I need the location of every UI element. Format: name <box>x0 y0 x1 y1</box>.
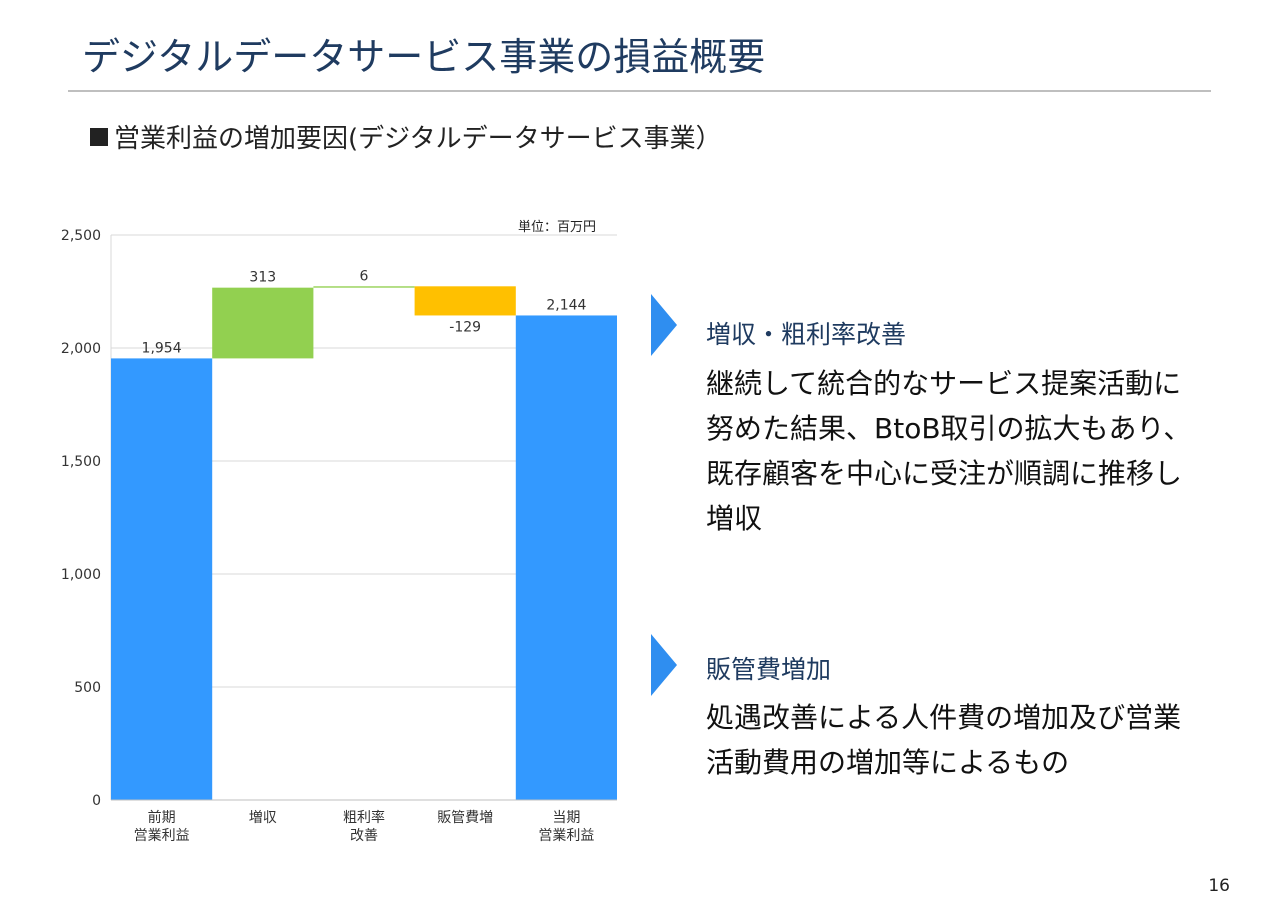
x-tick-label: 前期 <box>148 809 176 826</box>
title-divider <box>68 90 1211 92</box>
triangle-right-icon <box>651 294 677 356</box>
triangle-right-icon <box>651 634 677 696</box>
bar <box>212 287 314 359</box>
y-tick-label: 1,500 <box>61 454 101 470</box>
section-subtitle: 営業利益の増加要因(デジタルデータサービス事業） <box>90 118 722 155</box>
y-tick-label: 500 <box>74 680 101 696</box>
data-label: 1,954 <box>142 340 182 356</box>
unit-label: 単位：百万円 <box>518 220 597 235</box>
y-tick-label: 1,000 <box>61 567 101 583</box>
point-2-marker <box>651 634 677 696</box>
bar <box>313 286 415 288</box>
bar <box>111 358 213 800</box>
x-tick-label: 増収 <box>249 810 277 826</box>
x-tick-label: 営業利益 <box>538 828 594 844</box>
data-label: 6 <box>360 268 369 284</box>
point-1-body: 継続して統合的なサービス提案活動に努めた結果、BtoB取引の拡大もあり、既存顧客… <box>706 367 1192 535</box>
point-2-body: 処遇改善による人件費の増加及び営業活動費用の増加等によるもの <box>706 701 1182 779</box>
page-number: 16 <box>1208 876 1230 896</box>
y-tick-label: 0 <box>92 793 101 809</box>
x-tick-label: 粗利率 <box>343 809 385 826</box>
subtitle-text: 営業利益の増加要因(デジタルデータサービス事業） <box>114 124 722 154</box>
data-label: 313 <box>249 270 276 286</box>
x-tick-label: 営業利益 <box>134 828 190 844</box>
point-1-marker <box>651 294 677 356</box>
page-title: デジタルデータサービス事業の損益概要 <box>82 35 766 79</box>
data-label: 2,144 <box>546 297 586 313</box>
square-bullet-icon <box>90 128 108 146</box>
bar <box>515 315 617 800</box>
point-2-heading: 販管費増加 <box>706 655 832 684</box>
y-tick-label: 2,500 <box>61 228 101 244</box>
x-tick-label: 当期 <box>552 810 580 826</box>
y-tick-label: 2,000 <box>61 341 101 357</box>
bar <box>414 286 516 316</box>
x-tick-label: 改善 <box>350 828 378 844</box>
point-1-heading: 増収・粗利率改善 <box>706 320 907 349</box>
x-tick-label: 販管費増 <box>437 810 493 826</box>
data-label: -129 <box>449 319 481 335</box>
